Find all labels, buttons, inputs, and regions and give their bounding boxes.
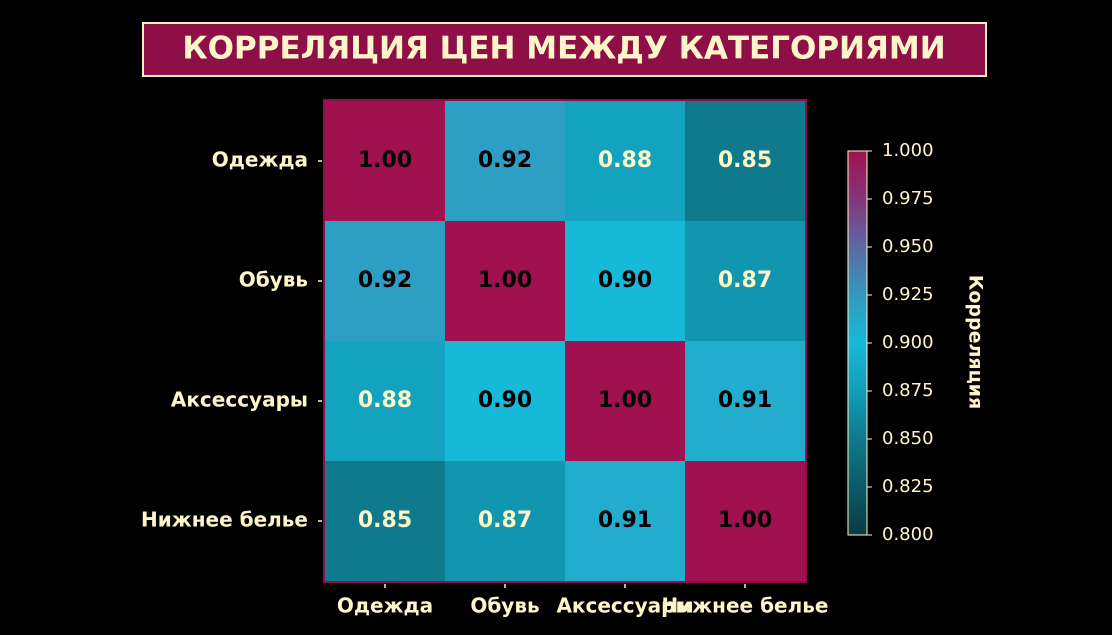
y-tick-label: Обувь — [239, 268, 308, 292]
cell-label: 0.88 — [358, 388, 412, 413]
cell-label: 1.00 — [598, 388, 652, 413]
heatmap-cell — [445, 101, 565, 221]
heatmap-cell — [445, 461, 565, 581]
heatmap-cell — [565, 341, 685, 461]
chart-title: КОРРЕЛЯЦИЯ ЦЕН МЕЖДУ КАТЕГОРИЯМИ — [182, 31, 945, 67]
x-tick-label: Одежда — [337, 594, 433, 618]
colorbar-tick-label: 0.975 — [882, 188, 934, 209]
colorbar-label: Корреляция — [965, 275, 987, 409]
cell-label: 0.91 — [598, 508, 652, 533]
colorbar-tick-label: 0.825 — [882, 476, 934, 497]
cell-label: 0.87 — [478, 508, 532, 533]
cell-label: 1.00 — [358, 148, 412, 173]
heatmap-cell — [325, 461, 445, 581]
heatmap-cell — [685, 461, 805, 581]
x-tick-label: Аксессуары — [556, 594, 693, 618]
heatmap-cell — [685, 221, 805, 341]
colorbar — [847, 150, 868, 536]
heatmap-cell — [445, 341, 565, 461]
colorbar-tick-label: 0.925 — [882, 284, 934, 305]
heatmap-cell — [685, 341, 805, 461]
heatmap-cell — [325, 101, 445, 221]
cell-label: 1.00 — [478, 268, 532, 293]
colorbar-tick-label: 0.900 — [882, 332, 934, 353]
cell-label: 0.85 — [718, 148, 772, 173]
cell-label: 1.00 — [718, 508, 772, 533]
heatmap-cell — [565, 221, 685, 341]
cell-label: 0.91 — [718, 388, 772, 413]
cell-label: 0.92 — [478, 148, 532, 173]
cell-label: 0.90 — [598, 268, 652, 293]
cell-label: 0.90 — [478, 388, 532, 413]
x-tick-label: Обувь — [470, 594, 539, 618]
title-box — [142, 22, 987, 77]
y-tick-label: Нижнее белье — [141, 508, 308, 532]
y-tick-label: Одежда — [212, 148, 308, 172]
cell-label: 0.92 — [358, 268, 412, 293]
cell-label: 0.87 — [718, 268, 772, 293]
colorbar-tick-label: 0.950 — [882, 236, 934, 257]
heatmap-cell — [565, 461, 685, 581]
colorbar-tick-label: 0.875 — [882, 380, 934, 401]
x-tick-label: Нижнее белье — [662, 594, 829, 618]
cell-label: 0.85 — [358, 508, 412, 533]
colorbar-tick-label: 0.850 — [882, 428, 934, 449]
heatmap-cell — [325, 341, 445, 461]
heatmap-cell — [685, 101, 805, 221]
heatmap-cell — [325, 221, 445, 341]
heatmap-cell — [445, 221, 565, 341]
colorbar-tick-label: 0.800 — [882, 524, 934, 545]
cell-label: 0.88 — [598, 148, 652, 173]
colorbar-tick-label: 1.000 — [882, 140, 934, 161]
heatmap-cell — [565, 101, 685, 221]
y-tick-label: Аксессуары — [171, 388, 308, 412]
